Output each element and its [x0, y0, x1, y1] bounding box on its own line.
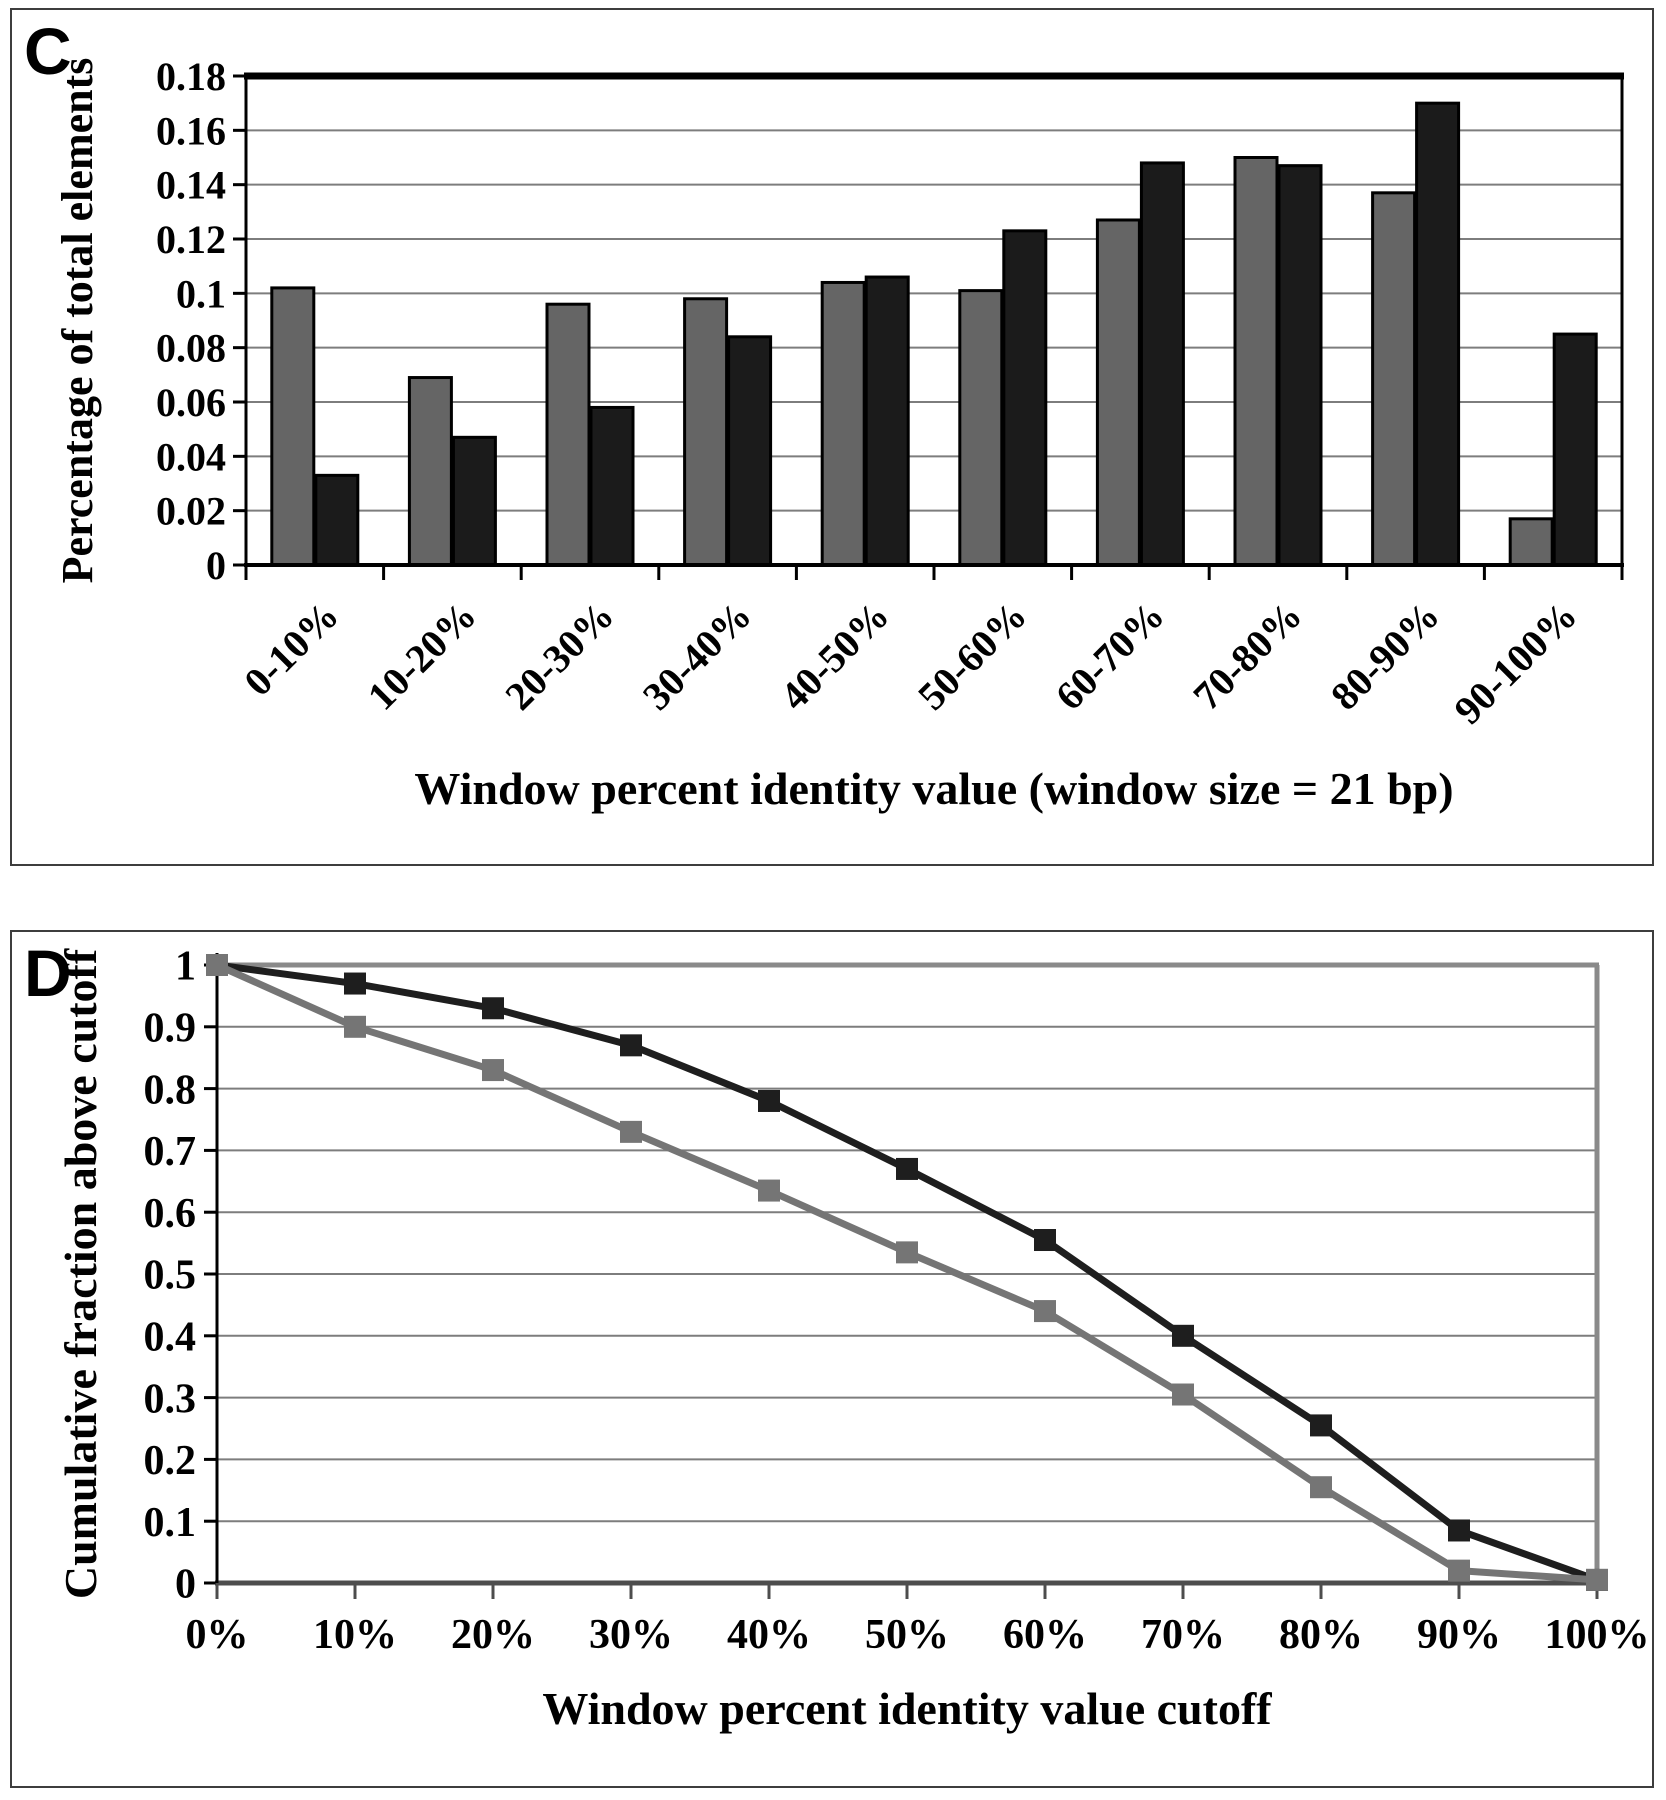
- panel-d: D 1 0.9 0.8 0.7 0.6 0.5 0.4 0.3 0.2 0.1 0 0% 10% 20% 3…: [10, 930, 1654, 1788]
- y-tick-label: 0.08: [156, 326, 226, 371]
- data-point-marker-gray-series: [896, 1241, 918, 1264]
- data-point-marker-gray-series: [344, 1015, 366, 1038]
- category-label: 80-90%: [1322, 593, 1448, 719]
- y-tick-label: 0.16: [156, 108, 226, 153]
- bar-gray-series: [1233, 156, 1279, 567]
- y-tick-label: 0: [175, 1562, 196, 1608]
- data-point-marker-gray-series: [482, 1059, 504, 1082]
- y-tick-label: 0: [206, 543, 226, 588]
- category-label: 60-70%: [1047, 593, 1173, 719]
- x-tick-label: 30%: [589, 1612, 673, 1658]
- y-axis-title: Cumulative fraction above cutoff: [55, 948, 106, 1599]
- y-tick-label: 0.6: [144, 1191, 197, 1237]
- y-tick-label: 0.5: [144, 1253, 197, 1299]
- data-point-marker-black-series: [896, 1157, 918, 1180]
- bar-gray-series: [1371, 191, 1417, 567]
- data-point-marker-gray-series: [1310, 1476, 1332, 1499]
- bar-black-series: [727, 335, 773, 567]
- y-tick-label: 0.02: [156, 489, 226, 534]
- bar-gray-series: [958, 289, 1004, 567]
- bar-gray-series: [545, 302, 591, 567]
- x-tick-label: 20%: [451, 1612, 535, 1658]
- data-point-marker-black-series: [1034, 1229, 1056, 1252]
- category-label: 10-20%: [359, 593, 485, 719]
- y-tick-label: 0.3: [144, 1376, 197, 1422]
- line-chart-svg: 1 0.9 0.8 0.7 0.6 0.5 0.4 0.3 0.2 0.1 00% 10% 20% 30%…: [55, 944, 1650, 1734]
- series-line-gray-series: [213, 961, 1601, 1584]
- data-point-marker-black-series: [1310, 1414, 1332, 1437]
- data-point-marker-black-series: [482, 997, 504, 1020]
- y-tick-label: 0.7: [144, 1129, 197, 1175]
- category-label: 30-40%: [634, 593, 760, 719]
- data-point-marker-gray-series: [206, 954, 228, 976]
- bar-gray-series: [1095, 218, 1141, 567]
- data-point-marker-gray-series: [620, 1120, 642, 1143]
- data-point-marker-black-series: [1448, 1519, 1470, 1542]
- bar-gray-series: [407, 376, 453, 567]
- data-point-marker-black-series: [758, 1089, 780, 1112]
- y-tick-label: 1: [175, 944, 196, 990]
- x-tick-label: 100%: [1545, 1612, 1650, 1658]
- data-point-marker-gray-series: [758, 1179, 780, 1202]
- bar-black-series: [589, 405, 635, 567]
- data-point-marker-black-series: [620, 1034, 642, 1057]
- x-tick-label: 70%: [1141, 1612, 1225, 1658]
- data-point-marker-gray-series: [1586, 1568, 1608, 1591]
- category-label: 70-80%: [1184, 593, 1310, 719]
- bar-gray-series: [1508, 517, 1554, 567]
- bar-black-series: [451, 435, 497, 567]
- x-tick-label: 10%: [313, 1612, 397, 1658]
- y-tick-label: 0.1: [176, 271, 226, 316]
- y-tick-label: 0.9: [144, 1006, 197, 1052]
- bar-black-series: [864, 275, 910, 567]
- bar-gray-series: [270, 286, 316, 567]
- y-tick-label: 0.18: [156, 54, 226, 99]
- bar-black-series: [1552, 332, 1598, 567]
- bar-black-series: [1415, 101, 1461, 567]
- bar-black-series: [1002, 229, 1048, 567]
- y-tick-label: 0.4: [144, 1315, 197, 1361]
- x-tick-label: 90%: [1417, 1612, 1501, 1658]
- x-tick-label: 50%: [865, 1612, 949, 1658]
- category-label: 20-30%: [496, 593, 622, 719]
- x-tick-label: 60%: [1003, 1612, 1087, 1658]
- x-tick-label: 40%: [727, 1612, 811, 1658]
- bar-chart-svg: 0.18 0.16 0.14 0.12 0.1 0.08 0.06 0.04 0.02 00-10…: [53, 54, 1624, 814]
- y-tick-label: 0.8: [144, 1067, 197, 1113]
- x-tick-label: 0%: [186, 1612, 249, 1658]
- series-line-black-series: [213, 961, 1601, 1584]
- bar-gray-series: [820, 280, 866, 567]
- category-label: 40-50%: [771, 593, 897, 719]
- bar-black-series: [1277, 164, 1323, 567]
- data-point-marker-gray-series: [1172, 1383, 1194, 1406]
- y-tick-label: 0.12: [156, 217, 226, 262]
- y-tick-label: 0.1: [144, 1500, 197, 1546]
- data-point-marker-black-series: [344, 972, 366, 995]
- y-tick-label: 0.04: [156, 434, 226, 479]
- category-label: 0-10%: [235, 593, 347, 705]
- x-axis-title: Window percent identity value cutoff: [542, 1683, 1272, 1734]
- category-label: 50-60%: [909, 593, 1035, 719]
- panel-c: C 0.18 0.16 0.14 0.12 0.1 0.08 0.06 0.04 0.02 0 0-…: [10, 8, 1654, 866]
- data-point-marker-black-series: [1172, 1324, 1194, 1347]
- x-axis-title: Window percent identity value (window si…: [414, 763, 1453, 814]
- y-axis-title: Percentage of total elements: [53, 58, 102, 584]
- y-tick-label: 0.2: [144, 1438, 197, 1484]
- category-label: 90-100%: [1445, 593, 1585, 733]
- bar-gray-series: [683, 297, 729, 567]
- panel-d-letter: D: [24, 936, 72, 1010]
- data-point-marker-gray-series: [1034, 1300, 1056, 1323]
- y-tick-label: 0.14: [156, 163, 226, 208]
- panel-c-letter: C: [24, 14, 72, 88]
- bar-black-series: [1139, 161, 1185, 567]
- bar-black-series: [314, 473, 360, 567]
- y-tick-label: 0.06: [156, 380, 226, 425]
- data-point-marker-gray-series: [1448, 1559, 1470, 1582]
- x-tick-label: 80%: [1279, 1612, 1363, 1658]
